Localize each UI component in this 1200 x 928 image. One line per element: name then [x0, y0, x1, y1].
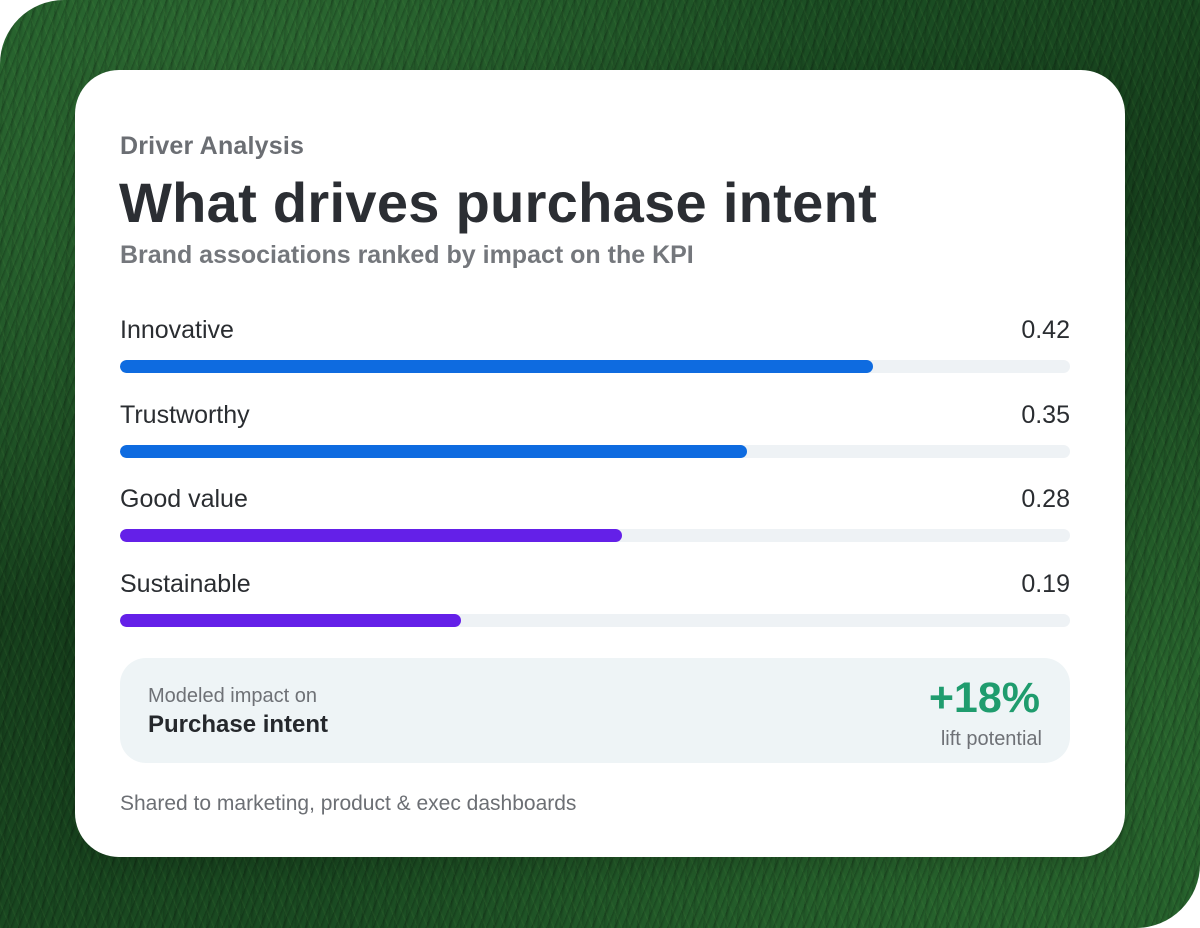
impact-summary-panel: Modeled impact on Purchase intent +18% l…	[120, 658, 1070, 763]
bar-row: Sustainable 0.19	[120, 570, 1070, 632]
impact-caption: Modeled impact on	[148, 685, 317, 707]
lift-caption: lift potential	[940, 728, 1042, 750]
bar-row: Trustworthy 0.35	[120, 401, 1070, 463]
bar-label: Trustworthy	[120, 400, 250, 429]
share-footnote: Shared to marketing, product & exec dash…	[120, 792, 577, 815]
bar-track	[120, 444, 1070, 458]
bar-label: Sustainable	[120, 569, 251, 598]
bar	[120, 613, 461, 627]
driver-bar-chart: Innovative 0.42 Trustworthy 0.35 Good value 0…	[120, 316, 1070, 636]
bar	[120, 444, 747, 458]
bar-label: Innovative	[120, 316, 234, 344]
lift-value: +18%	[928, 674, 1040, 722]
bar-value-label: 0.35	[1021, 400, 1070, 429]
bar-label: Good value	[120, 485, 248, 513]
bar	[120, 360, 873, 373]
card-subtitle: Brand associations ranked by impact on t…	[120, 241, 694, 269]
impact-kpi-name: Purchase intent	[148, 711, 329, 738]
bar-value-label: 0.28	[1021, 485, 1070, 513]
bar-track	[120, 360, 1070, 373]
bar-track	[120, 529, 1070, 542]
bar	[120, 529, 622, 542]
driver-analysis-card: Driver Analysis What drives purchase int…	[75, 70, 1125, 857]
bar-row: Good value 0.28	[120, 485, 1070, 547]
eyebrow-label: Driver Analysis	[120, 132, 305, 160]
bar-value-label: 0.19	[1021, 569, 1070, 598]
bar-row: Innovative 0.42	[120, 316, 1070, 378]
bar-value-label: 0.42	[1021, 316, 1070, 344]
card-title: What drives purchase intent	[119, 171, 878, 234]
bar-track	[120, 613, 1070, 627]
